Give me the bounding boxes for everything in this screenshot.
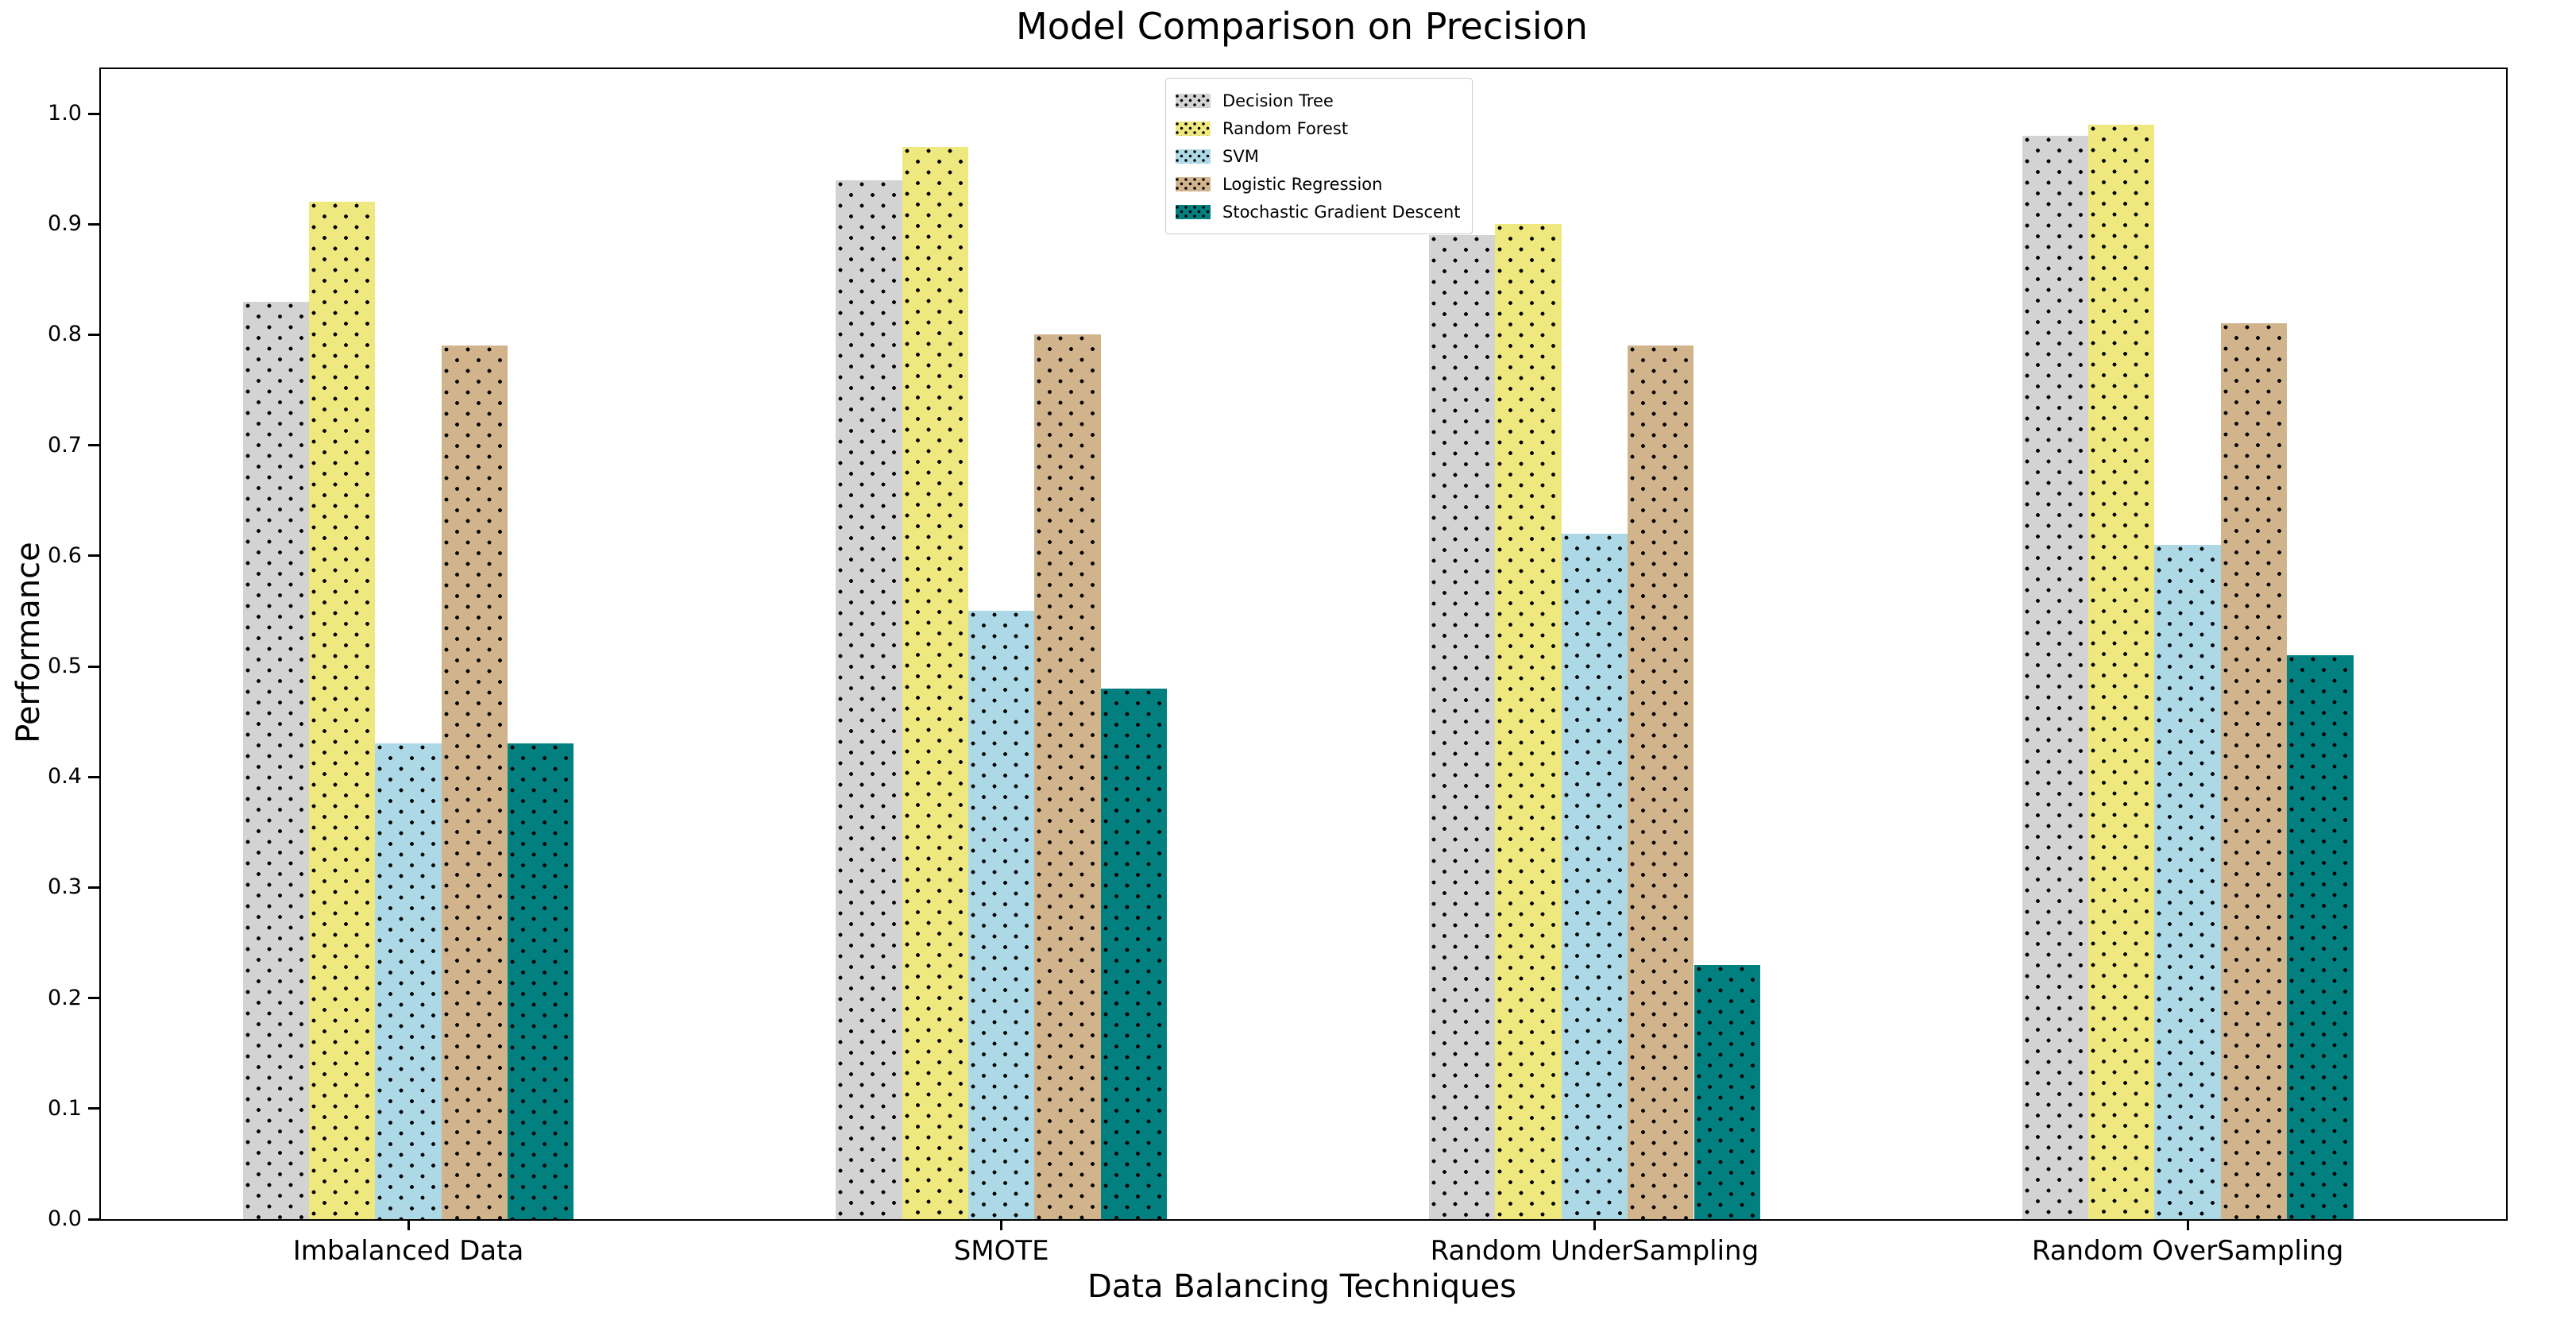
- x-tick-mark: [1593, 1219, 1596, 1230]
- legend-item-decision-tree: Decision Tree: [1176, 87, 1461, 114]
- y-tick-mark: [88, 665, 101, 668]
- y-axis-label: Performance: [10, 542, 47, 743]
- bar-decision-tree-random-oversampling: [2022, 135, 2088, 1219]
- legend-label: Decision Tree: [1222, 91, 1334, 110]
- bar-random-forest-smote: [902, 146, 968, 1219]
- y-tick-label: 0.5: [48, 654, 82, 678]
- x-tick-mark: [1000, 1219, 1003, 1230]
- y-tick-label: 0.4: [48, 764, 82, 789]
- bar-decision-tree-smote: [836, 179, 902, 1219]
- y-tick-mark: [88, 333, 101, 336]
- legend-swatch-stochastic-gradient-descent: [1176, 204, 1211, 219]
- x-axis-label: Data Balancing Techniques: [1087, 1268, 1516, 1305]
- legend-label: Stochastic Gradient Descent: [1222, 202, 1461, 222]
- y-tick-label: 0.2: [48, 985, 82, 1010]
- chart-title: Model Comparison on Precision: [1016, 5, 1588, 48]
- bar-logistic-regression-smote: [1034, 334, 1101, 1219]
- bar-decision-tree-random-undersampling: [1428, 235, 1496, 1219]
- y-tick-label: 0.6: [48, 542, 82, 568]
- legend-swatch-svm: [1176, 149, 1211, 164]
- y-tick-mark: [88, 997, 101, 1000]
- bar-svm-smote: [968, 611, 1035, 1219]
- x-tick-label: Imbalanced Data: [292, 1235, 524, 1267]
- legend-item-random-forest: Random Forest: [1176, 114, 1461, 142]
- legend-item-stochastic-gradient-descent: Stochastic Gradient Descent: [1176, 198, 1461, 226]
- y-tick-mark: [88, 1107, 101, 1110]
- bar-decision-tree-imbalanced-data: [242, 301, 309, 1219]
- bar-random-forest-imbalanced-data: [308, 202, 376, 1219]
- bar-svm-random-oversampling: [2154, 544, 2221, 1219]
- x-tick-label: SMOTE: [953, 1235, 1049, 1267]
- legend-swatch-random-forest: [1176, 121, 1211, 136]
- y-tick-mark: [88, 112, 101, 115]
- y-tick-mark: [88, 775, 101, 778]
- legend-item-logistic-regression: Logistic Regression: [1176, 170, 1461, 198]
- bar-random-forest-random-oversampling: [2088, 124, 2155, 1219]
- bar-svm-random-undersampling: [1561, 533, 1628, 1219]
- bar-logistic-regression-imbalanced-data: [441, 345, 508, 1219]
- y-tick-label: 0.7: [48, 432, 82, 457]
- y-tick-mark: [88, 554, 101, 558]
- bar-stochastic-gradient-descent-imbalanced-data: [508, 743, 574, 1219]
- legend-label: SVM: [1222, 146, 1259, 166]
- y-tick-mark: [88, 1218, 101, 1221]
- bar-random-forest-random-undersampling: [1495, 224, 1562, 1219]
- legend-item-svm: SVM: [1176, 142, 1461, 170]
- y-tick-label: 0.3: [48, 874, 82, 900]
- y-tick-label: 1.0: [48, 101, 82, 125]
- legend-swatch-logistic-regression: [1176, 176, 1211, 191]
- y-tick-mark: [88, 886, 101, 889]
- legend-label: Logistic Regression: [1222, 174, 1383, 194]
- legend-label: Random Forest: [1222, 118, 1349, 138]
- y-tick-mark: [88, 222, 101, 226]
- bar-stochastic-gradient-descent-random-oversampling: [2287, 655, 2354, 1219]
- x-tick-mark: [407, 1219, 410, 1230]
- plot-area: Decision Tree Random Forest SVM Logistic Re…: [48, 68, 2508, 1267]
- bar-logistic-regression-random-undersampling: [1628, 345, 1694, 1219]
- bar-stochastic-gradient-descent-random-undersampling: [1694, 964, 1760, 1219]
- bar-logistic-regression-random-oversampling: [2220, 323, 2288, 1219]
- x-tick-mark: [2186, 1219, 2189, 1230]
- x-tick-label: Random OverSampling: [2031, 1235, 2344, 1267]
- legend-swatch-decision-tree: [1176, 93, 1211, 108]
- y-tick-mark: [88, 444, 101, 447]
- bar-stochastic-gradient-descent-smote: [1100, 688, 1168, 1219]
- y-tick-label: 0.8: [48, 322, 82, 347]
- x-tick-label: Random UnderSampling: [1430, 1235, 1759, 1267]
- y-tick-label: 0.0: [48, 1206, 82, 1231]
- y-tick-label: 0.1: [48, 1095, 82, 1121]
- legend: Decision Tree Random Forest SVM Logistic Re…: [1165, 78, 1473, 234]
- y-tick-label: 0.9: [48, 211, 82, 237]
- bar-svm-imbalanced-data: [375, 743, 442, 1219]
